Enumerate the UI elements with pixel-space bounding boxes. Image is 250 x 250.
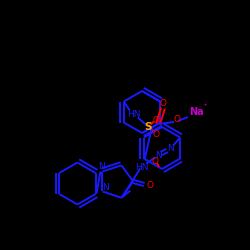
- Text: ⁺: ⁺: [203, 102, 207, 112]
- Text: HN: HN: [136, 163, 149, 172]
- Text: S: S: [144, 122, 152, 132]
- Text: HN: HN: [127, 110, 140, 119]
- Text: N: N: [167, 144, 173, 153]
- Text: O: O: [152, 156, 158, 166]
- Text: O: O: [174, 116, 180, 124]
- Text: N: N: [98, 162, 105, 171]
- Text: N: N: [155, 151, 162, 160]
- Text: O: O: [152, 116, 159, 125]
- Text: O: O: [152, 130, 159, 139]
- Text: Na: Na: [189, 107, 203, 117]
- Text: N: N: [102, 183, 109, 192]
- Text: O: O: [160, 98, 166, 108]
- Text: O: O: [147, 181, 154, 190]
